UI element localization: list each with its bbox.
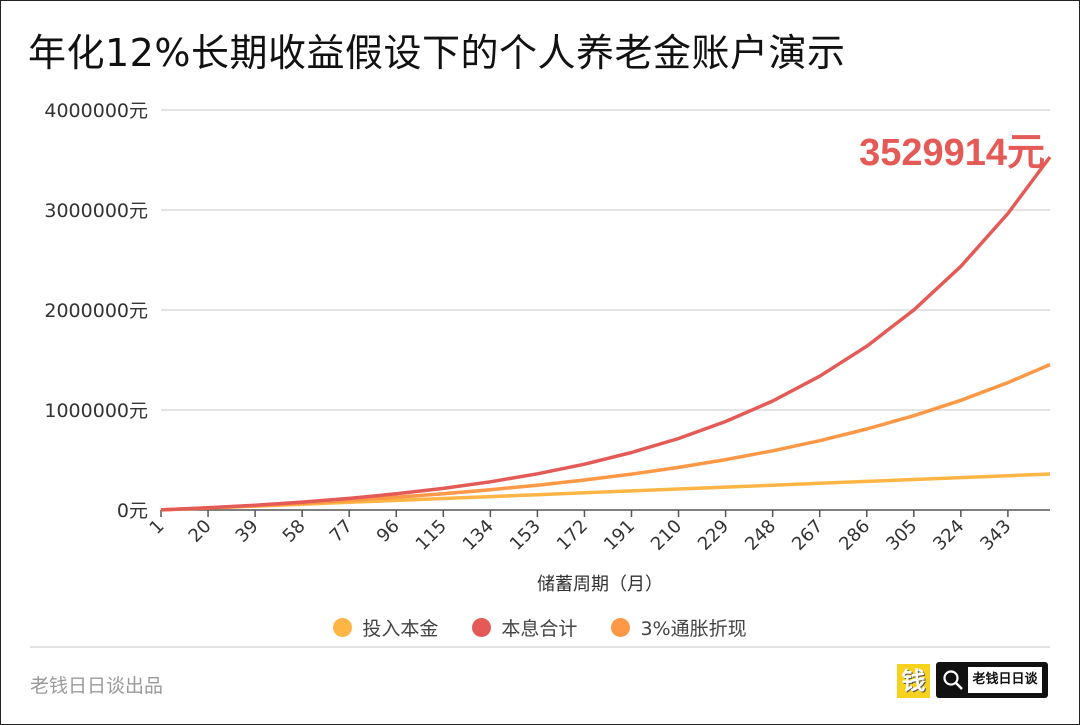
series-line-total	[160, 155, 1052, 512]
legend-label: 3%通胀折现	[640, 618, 747, 640]
legend-dot-inflation	[611, 618, 631, 637]
y-tick-label: 1000000元	[44, 400, 148, 422]
x-tick-label: 20	[185, 516, 216, 547]
x-tick-label: 210	[647, 516, 686, 555]
x-tick-label: 343	[976, 516, 1015, 555]
y-tick-label: 2000000元	[44, 300, 148, 322]
legend-dot-total	[472, 618, 492, 637]
line-chart: 0元 1000000元 2000000元 3000000元 4000000元 1 20 39 5…	[44, 100, 1052, 595]
brand-name: 老钱日日谈	[968, 667, 1042, 693]
x-tick-label: 58	[279, 516, 310, 547]
legend-item-principal[interactable]: 投入本金	[333, 614, 438, 641]
y-tick-label: 0元	[117, 500, 148, 522]
final-value-annotation: 3529914元	[859, 132, 1045, 174]
chart-title: 年化12%长期收益假设下的个人养老金账户演示	[28, 31, 846, 75]
x-tick-label: 191	[600, 516, 639, 555]
x-tick-label: 267	[788, 516, 827, 555]
footer-credit: 老钱日日谈出品	[30, 675, 164, 697]
x-tick-label: 39	[232, 516, 263, 547]
legend-item-inflation[interactable]: 3%通胀折现	[611, 614, 747, 641]
x-tick-label: 248	[741, 516, 780, 555]
legend-label: 投入本金	[362, 618, 439, 640]
x-tick-label: 115	[412, 516, 451, 555]
x-tick-label: 134	[459, 516, 498, 555]
legend: 投入本金 本息合计 3%通胀折现	[0, 614, 1080, 641]
divider	[30, 646, 1050, 648]
x-tick-label: 1	[146, 516, 169, 539]
x-tick-label: 96	[373, 516, 404, 547]
x-tick-label: 229	[694, 516, 733, 555]
x-tick-label: 286	[835, 516, 874, 555]
x-tick-label: 305	[882, 516, 921, 555]
x-tick-label: 153	[506, 516, 545, 555]
legend-dot-principal	[333, 618, 353, 637]
series-line-inflation	[160, 362, 1051, 512]
x-axis-title: 储蓄周期（月）	[537, 574, 663, 595]
y-tick-label: 4000000元	[44, 100, 148, 122]
x-tick-label: 172	[553, 516, 592, 555]
legend-item-total[interactable]: 本息合计	[472, 614, 577, 641]
x-tick-label: 324	[929, 516, 968, 555]
x-tick-label: 77	[326, 516, 357, 547]
search-icon	[943, 670, 963, 690]
brand-logo-mark: 钱	[897, 664, 930, 698]
legend-label: 本息合计	[501, 618, 578, 640]
brand-search-badge: 老钱日日谈	[936, 662, 1048, 698]
y-tick-label: 3000000元	[44, 200, 148, 222]
